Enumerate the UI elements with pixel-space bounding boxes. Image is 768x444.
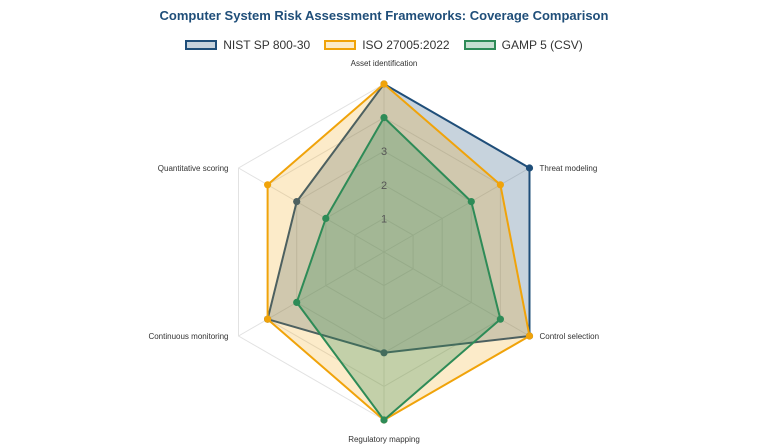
legend-item-gamp[interactable]: GAMP 5 (CSV) (463, 38, 583, 52)
legend-label-nist: NIST SP 800-30 (223, 38, 311, 52)
axis-label: Asset identification (351, 59, 418, 68)
data-point[interactable] (380, 416, 388, 424)
tick-layer: 1 2 3 (381, 146, 387, 225)
series-2 (293, 114, 504, 424)
legend-label-gamp: GAMP 5 (CSV) (501, 38, 583, 52)
legend: NIST SP 800-30 ISO 27005:2022 GAMP 5 (CS… (0, 38, 768, 52)
legend-swatch-nist (185, 40, 218, 50)
legend-swatch-iso (324, 40, 357, 50)
grid-spoke (383, 251, 530, 337)
data-point[interactable] (293, 198, 301, 206)
axis-label: Quantitative scoring (158, 164, 229, 173)
data-point[interactable] (525, 332, 534, 340)
data-point[interactable] (380, 114, 388, 122)
data-point[interactable] (264, 181, 272, 189)
axis-label: Control selection (539, 332, 599, 341)
axis-label-layer: Asset identification Threat modeling Contr… (148, 59, 599, 444)
axis-label: Continuous monitoring (148, 332, 228, 341)
grid-spoke (238, 167, 385, 253)
data-point[interactable] (264, 315, 272, 323)
axis-label: Threat modeling (539, 164, 597, 173)
legend-item-iso[interactable]: ISO 27005:2022 (324, 38, 450, 52)
data-point[interactable] (496, 315, 504, 323)
legend-swatch-gamp (463, 40, 496, 50)
data-point[interactable] (525, 164, 534, 172)
data-point[interactable] (467, 198, 475, 206)
data-point[interactable] (380, 349, 388, 357)
legend-item-nist[interactable]: NIST SP 800-30 (185, 38, 310, 52)
radial-tick-label: 3 (381, 146, 387, 158)
radial-tick-label: 1 (381, 213, 387, 225)
grid-spoke (238, 251, 385, 337)
series-layer (264, 80, 534, 424)
data-point[interactable] (322, 214, 330, 222)
radial-tick-label: 2 (381, 180, 387, 192)
data-point[interactable] (496, 181, 504, 189)
legend-label-iso: ISO 27005:2022 (362, 38, 450, 52)
axis-label: Regulatory mapping (348, 435, 420, 444)
chart-title: Computer System Risk Assessment Framewor… (159, 8, 609, 23)
data-point[interactable] (380, 80, 388, 88)
grid-spoke (383, 167, 530, 253)
data-point[interactable] (293, 298, 301, 306)
